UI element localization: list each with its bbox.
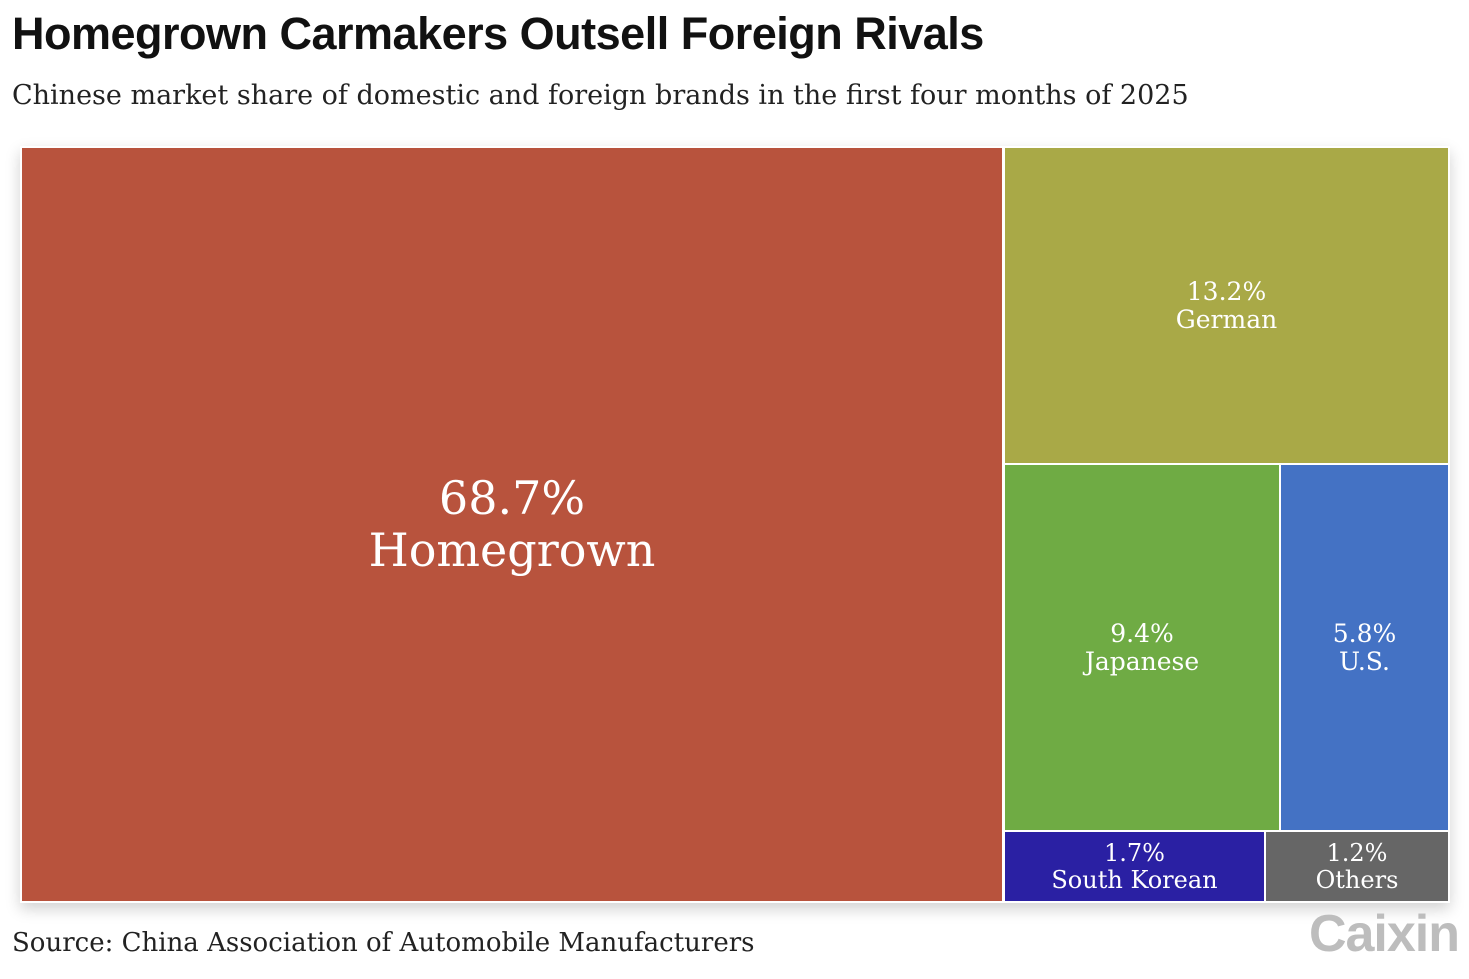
chart-subtitle: Chinese market share of domestic and for…	[12, 80, 1189, 111]
tile-south-korean: 1.7% South Korean	[1003, 830, 1266, 903]
treemap-chart: 68.7% Homegrown 13.2% German 9.4% Japane…	[20, 146, 1450, 903]
tile-label-homegrown: Homegrown	[368, 522, 656, 577]
tile-value-others: 1.2%	[1326, 838, 1388, 867]
tile-us: 5.8% U.S.	[1279, 463, 1450, 832]
tile-label-us: U.S.	[1339, 646, 1390, 676]
tile-german: 13.2% German	[1003, 146, 1450, 465]
tile-label-german: German	[1175, 304, 1278, 334]
tile-label-others: Others	[1315, 865, 1399, 894]
tile-value-south-korean: 1.7%	[1104, 838, 1165, 867]
tile-value-german: 13.2%	[1186, 276, 1267, 306]
tile-label-japanese: Japanese	[1084, 646, 1200, 676]
caixin-logo: Caixin	[1308, 905, 1460, 963]
chart-title: Homegrown Carmakers Outsell Foreign Riva…	[12, 8, 984, 59]
tile-value-us: 5.8%	[1332, 618, 1397, 648]
tile-value-homegrown: 68.7%	[438, 470, 586, 525]
tile-others: 1.2% Others	[1264, 830, 1450, 903]
tile-homegrown: 68.7% Homegrown	[20, 146, 1004, 903]
source-note: Source: China Association of Automobile …	[12, 928, 755, 958]
tile-label-south-korean: South Korean	[1051, 865, 1218, 894]
tile-japanese: 9.4% Japanese	[1003, 463, 1281, 832]
tile-value-japanese: 9.4%	[1110, 618, 1174, 648]
